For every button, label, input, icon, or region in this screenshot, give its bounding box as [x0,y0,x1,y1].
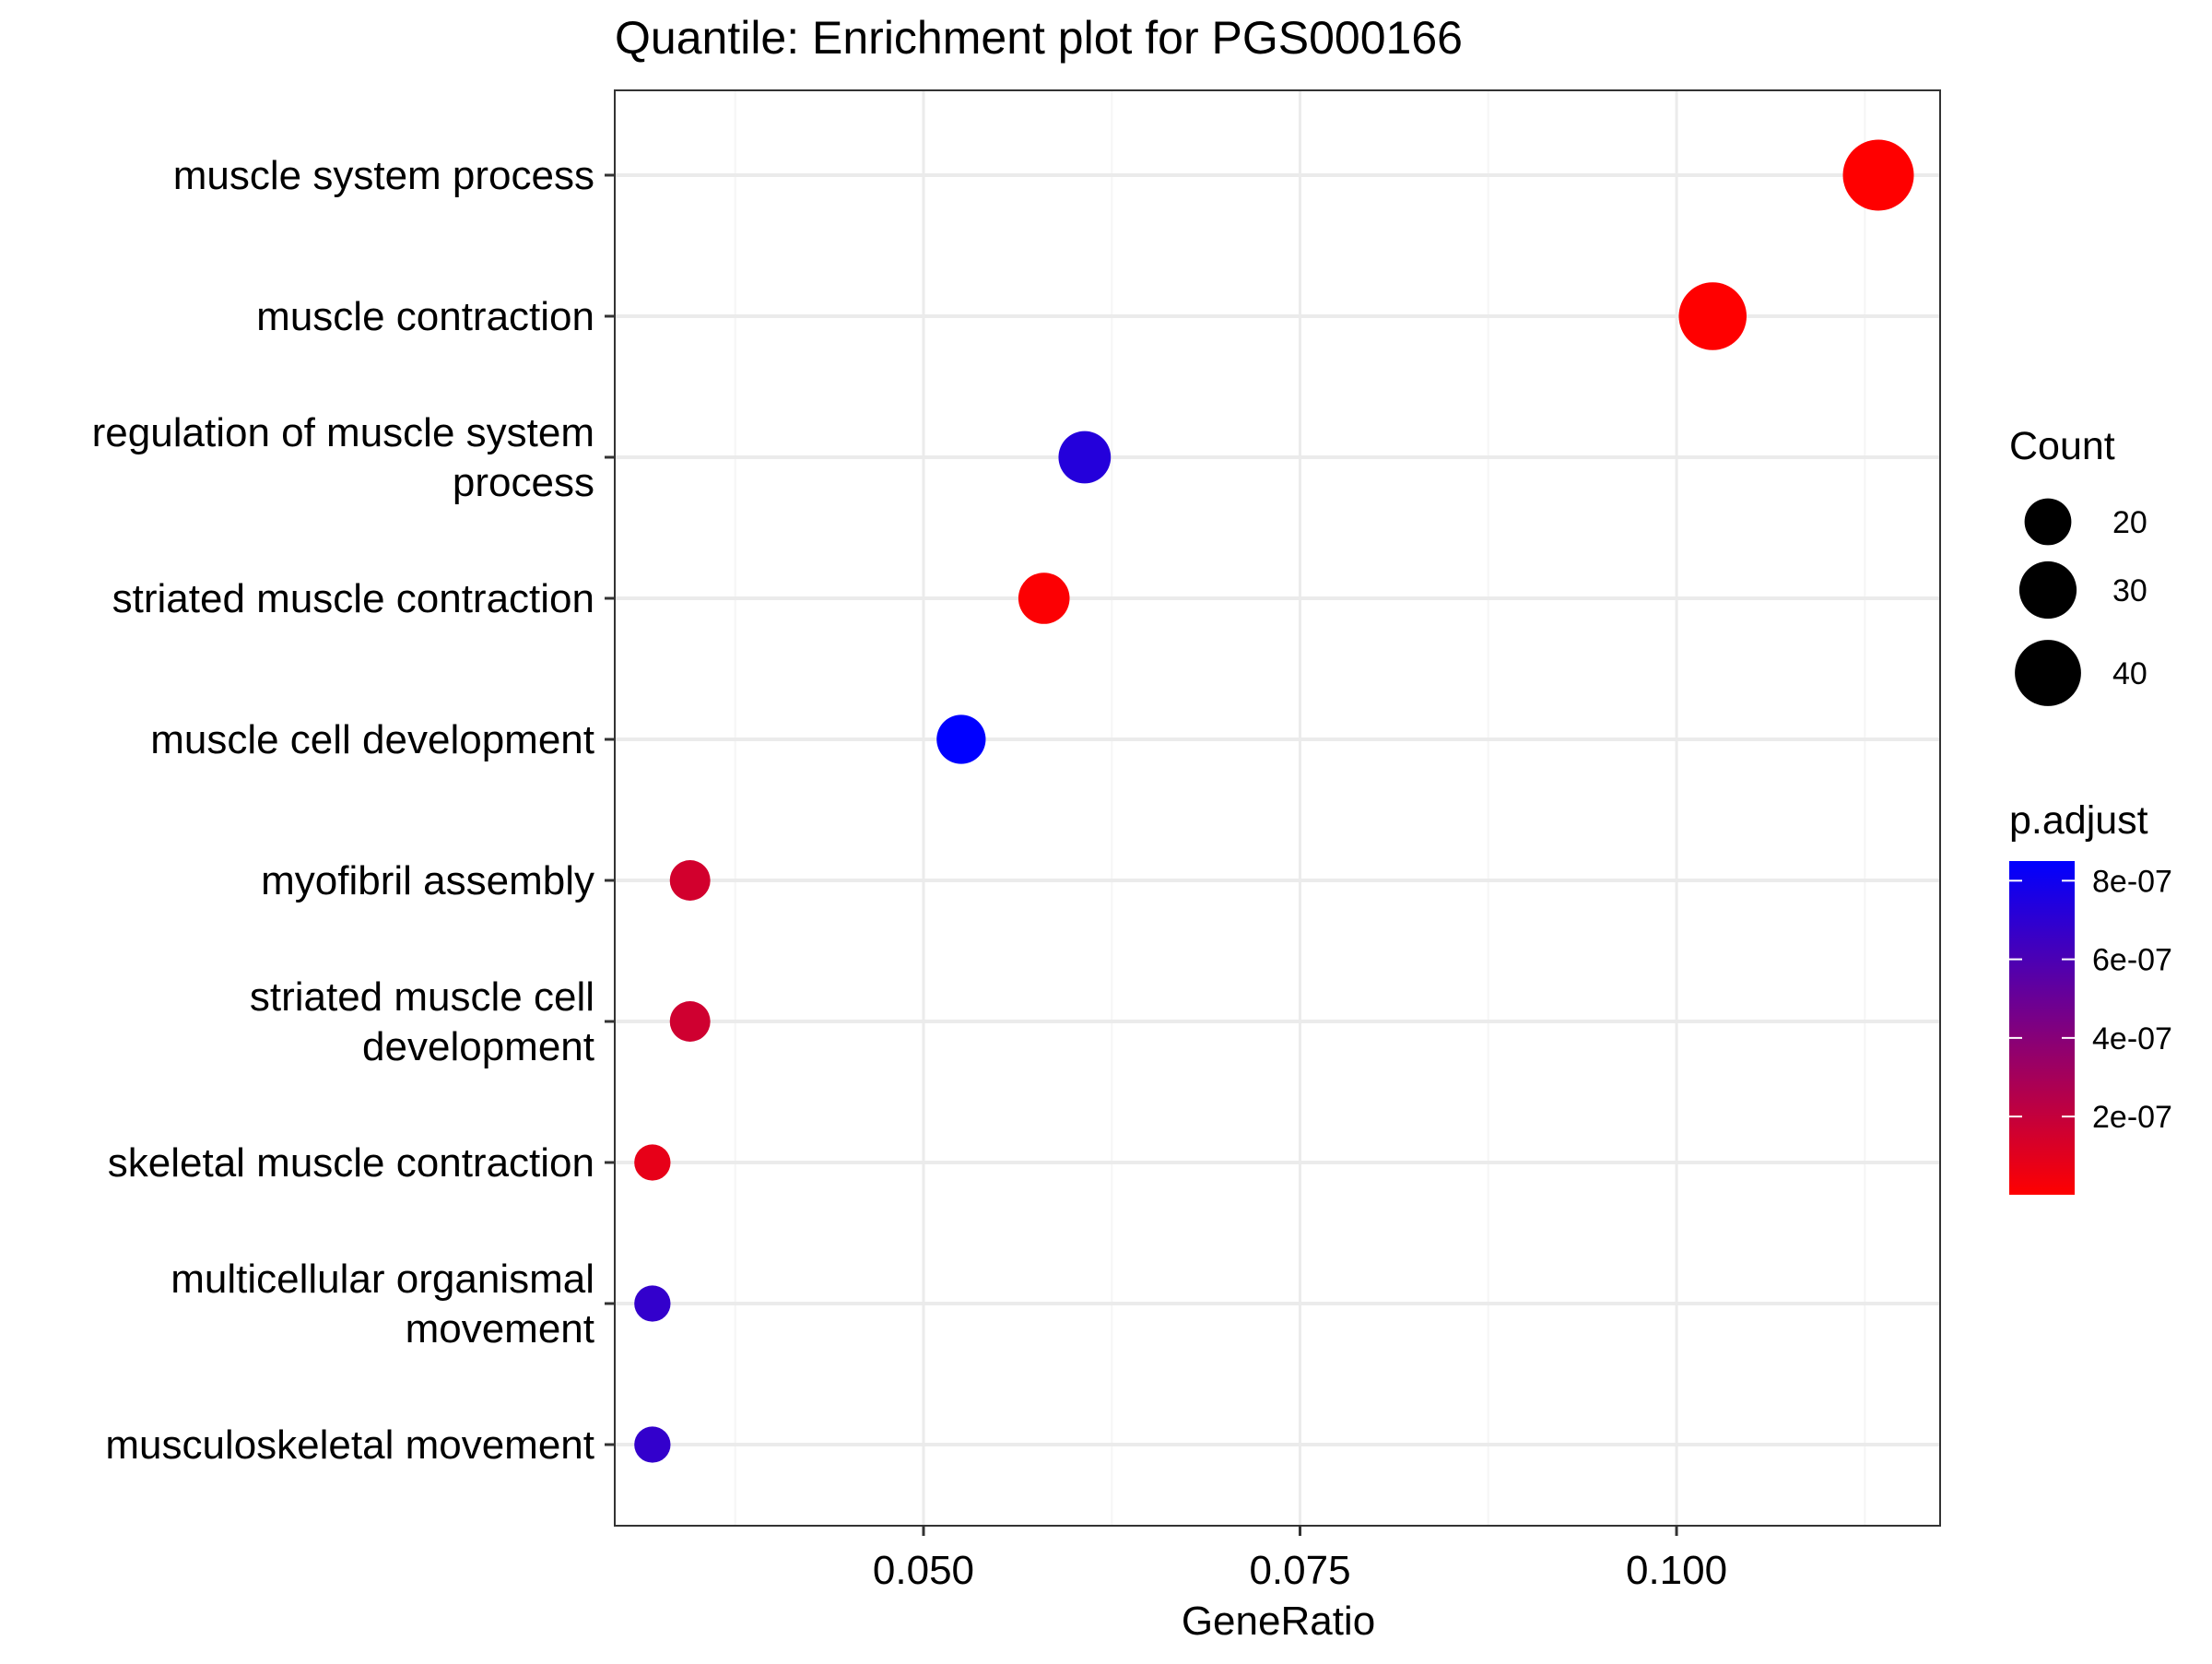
size-legend-label: 40 [2112,656,2147,691]
y-axis-category-label: striated muscle cell [250,974,594,1020]
y-axis: muscle system process muscle contraction r… [92,153,615,1468]
data-point [634,1144,671,1181]
color-legend-label: 4e-07 [2092,1021,2172,1056]
data-point [1678,282,1747,350]
y-axis-category-label: muscle system process [173,153,594,198]
y-axis-category-label: process [453,460,594,505]
x-axis-tick-label: 0.075 [1249,1548,1350,1593]
grid-layer [615,90,1940,1526]
x-axis-title: GeneRatio [1182,1599,1375,1644]
size-legend-key [2015,640,2081,706]
x-axis-tick-label: 0.050 [873,1548,974,1593]
size-legend-title: Count [2009,424,2115,468]
size-legend-key [2018,561,2077,620]
y-axis-category-label: striated muscle contraction [112,576,594,621]
points-layer [634,139,1914,1463]
y-axis-category-label: regulation of muscle system [92,410,594,455]
data-point [1842,139,1914,211]
data-point [634,1426,671,1463]
x-axis-tick-label: 0.100 [1626,1548,1727,1593]
color-legend-label: 2e-07 [2092,1100,2172,1135]
color-legend-label: 6e-07 [2092,943,2172,978]
data-point [1018,572,1070,624]
data-point [936,714,986,764]
color-legend-label: 8e-07 [2092,864,2172,899]
y-axis-category-label: musculoskeletal movement [105,1422,594,1468]
data-point [1058,431,1112,484]
y-axis-category-label: skeletal muscle contraction [108,1140,594,1186]
size-legend-label: 20 [2112,505,2147,540]
x-axis: 0.050 0.075 0.100 [873,1526,1727,1593]
color-bar [2009,861,2075,1195]
y-axis-category-label: myofibril assembly [261,858,594,903]
y-axis-category-label: muscle contraction [256,294,594,339]
data-point [634,1285,671,1322]
y-axis-category-label: muscle cell development [150,717,594,762]
y-axis-category-label: movement [406,1306,594,1351]
legend: Count 20 30 40 p.adjust 2e-07 4e-07 6e-07 8e-… [2009,424,2172,1195]
size-legend: 20 30 40 [2015,498,2147,706]
chart-title: Quantile: Enrichment plot for PGS000166 [615,12,1463,64]
y-axis-category-label: multicellular organismal [171,1257,594,1302]
data-point [669,860,711,901]
color-legend: 2e-07 4e-07 6e-07 8e-07 [2009,864,2172,1135]
y-axis-category-label: development [362,1024,594,1069]
size-legend-label: 30 [2112,573,2147,608]
color-legend-title: p.adjust [2009,798,2148,843]
data-point [669,1001,711,1042]
panel-border [614,89,1941,1527]
size-legend-key [2024,498,2072,546]
